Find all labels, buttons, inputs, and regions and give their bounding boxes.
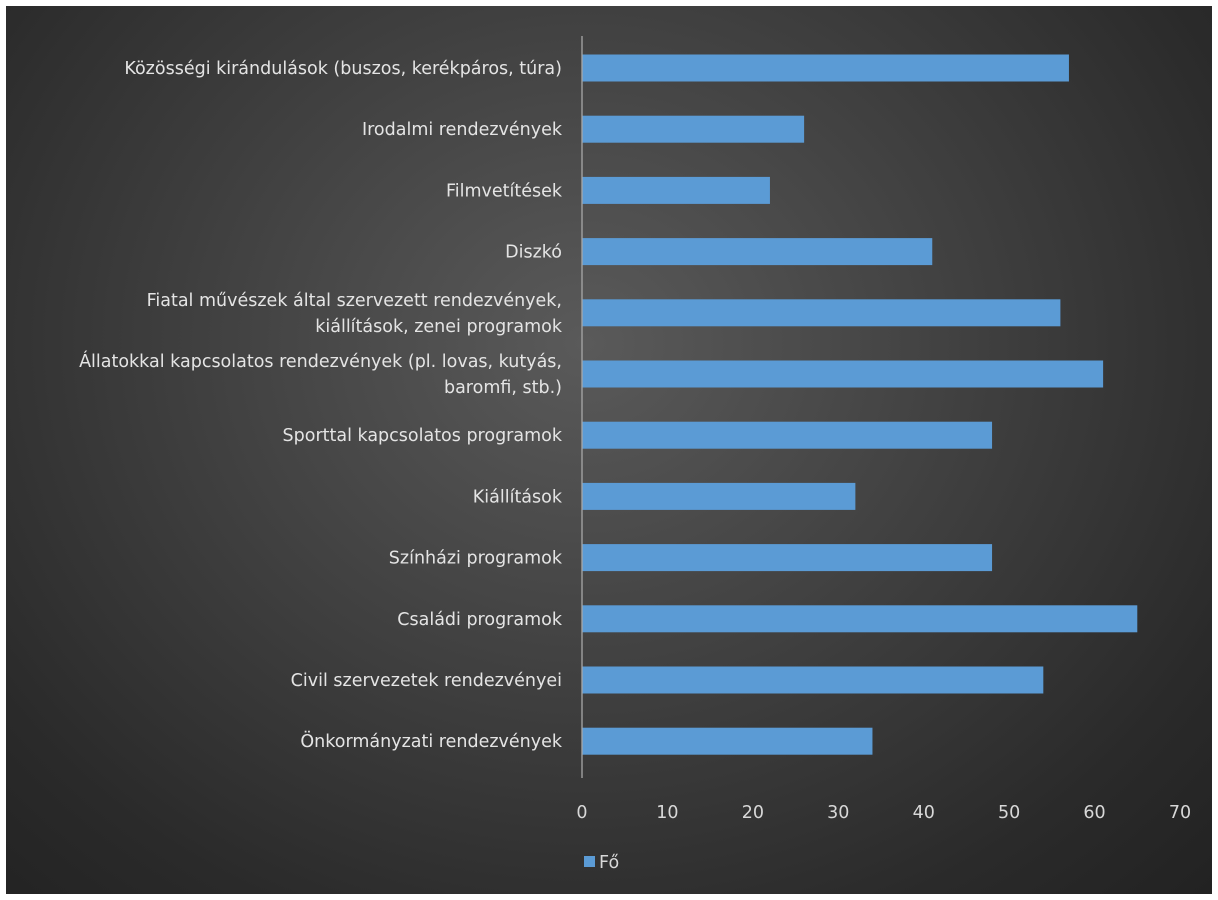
- bar-6: [582, 360, 1104, 388]
- bar-chart: Közösségi kirándulások (buszos, kerékpár…: [79, 36, 1191, 873]
- bar-8: [582, 482, 856, 510]
- bar-5: [582, 299, 1061, 327]
- bar-7: [582, 421, 993, 449]
- bar-1: [582, 54, 1069, 82]
- x-tick-label-20: 20: [742, 803, 764, 823]
- bar-9: [582, 544, 993, 572]
- category-label-3: Filmvetítések: [446, 181, 563, 201]
- category-label-2: Irodalmi rendezvények: [362, 120, 563, 140]
- category-label-12: Önkormányzati rendezvények: [300, 730, 562, 752]
- x-tick-label-40: 40: [913, 803, 935, 823]
- category-label-6: Állatokkal kapcsolatos rendezvények (pl.…: [79, 350, 562, 398]
- bar-12: [582, 727, 873, 755]
- category-label-4: Diszkó: [505, 243, 562, 263]
- bar-11: [582, 666, 1044, 694]
- category-label-10: Családi programok: [397, 610, 563, 630]
- category-label-1: Közösségi kirándulások (buszos, kerékpár…: [124, 59, 562, 79]
- bar-2: [582, 115, 805, 143]
- bar-4: [582, 238, 933, 266]
- legend-swatch: [584, 856, 595, 867]
- x-tick-label-0: 0: [576, 803, 587, 823]
- legend-label: Fő: [599, 853, 619, 873]
- x-axis-tick-labels: 0 10 20 30 40 50 60 70: [576, 803, 1191, 823]
- x-tick-label-60: 60: [1083, 803, 1105, 823]
- category-label-9: Színházi programok: [389, 549, 563, 569]
- category-label-7: Sporttal kapcsolatos programok: [283, 426, 563, 446]
- legend: Fő: [584, 853, 619, 873]
- x-tick-label-10: 10: [656, 803, 678, 823]
- bar-3: [582, 176, 770, 204]
- bars: [582, 54, 1138, 755]
- category-label-5: Fiatal művészek által szervezett rendezv…: [147, 291, 563, 337]
- category-labels: Közösségi kirándulások (buszos, kerékpár…: [79, 59, 563, 752]
- bar-10: [582, 605, 1138, 633]
- category-label-11: Civil szervezetek rendezvényei: [291, 671, 562, 691]
- category-label-8: Kiállítások: [473, 487, 563, 507]
- x-tick-label-30: 30: [827, 803, 849, 823]
- chart-area: Közösségi kirándulások (buszos, kerékpár…: [6, 6, 1212, 894]
- x-tick-label-70: 70: [1169, 803, 1191, 823]
- x-tick-label-50: 50: [998, 803, 1020, 823]
